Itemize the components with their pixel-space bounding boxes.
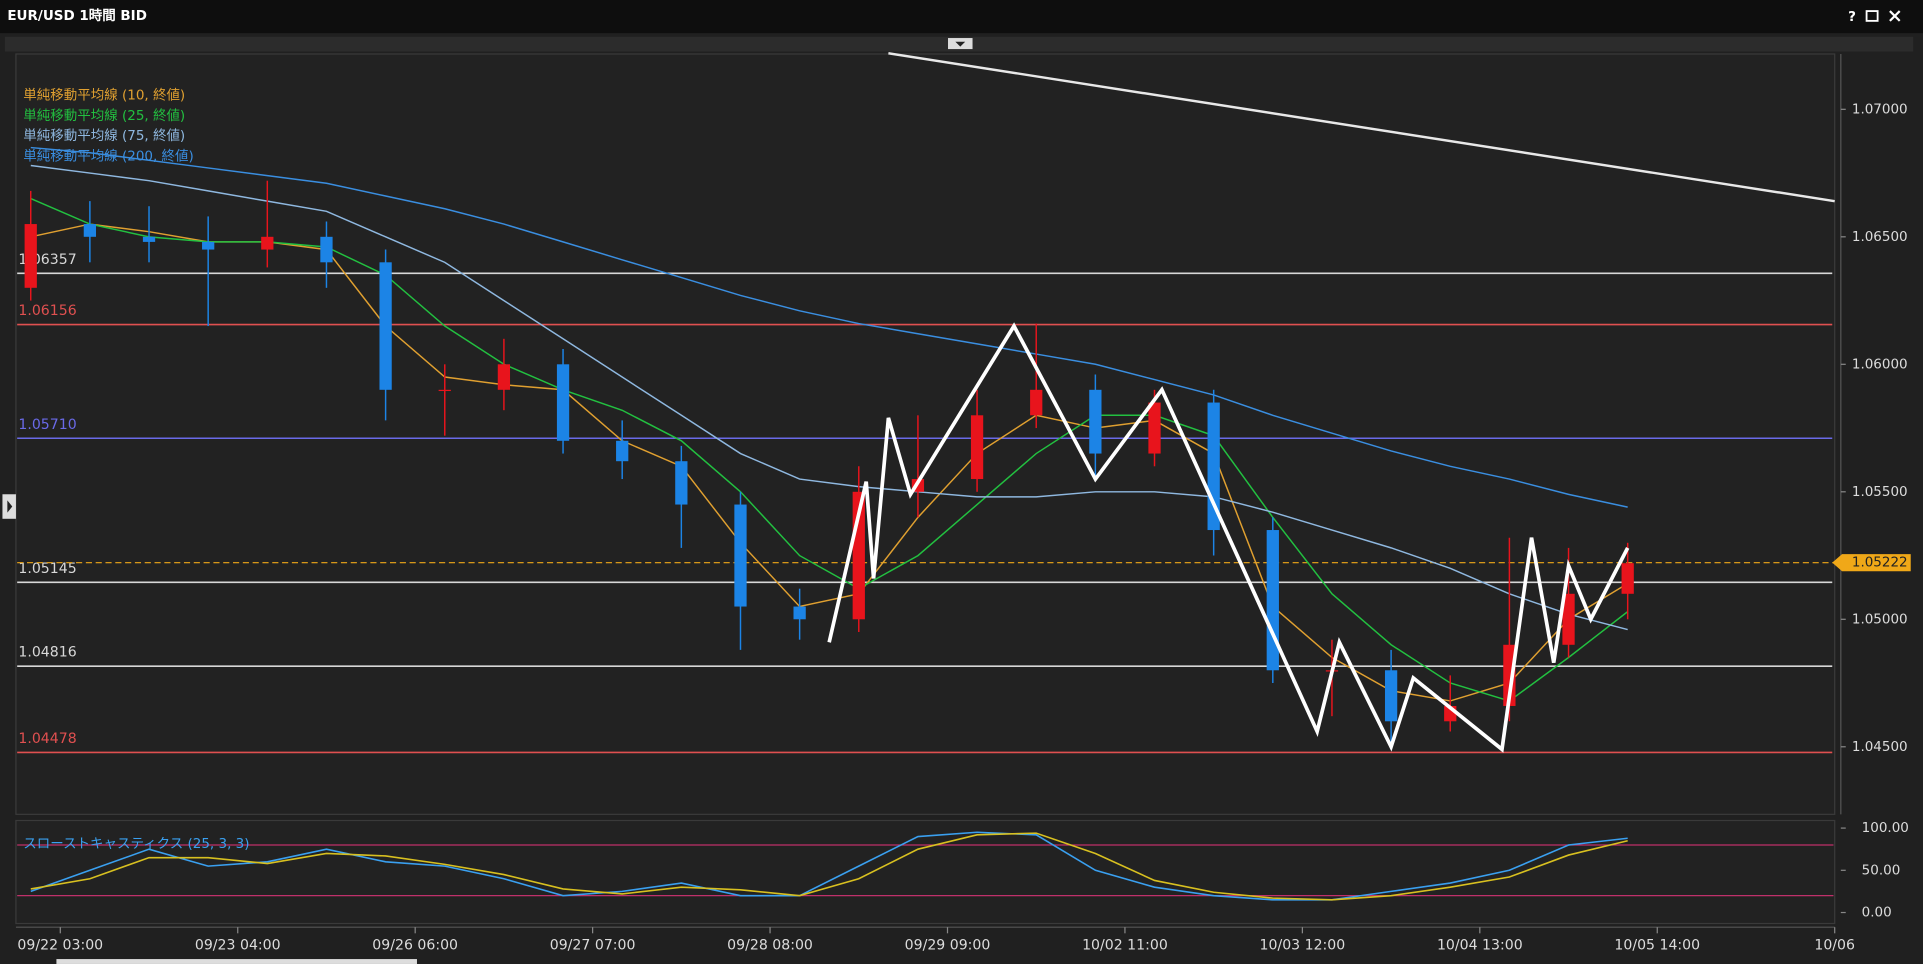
- candle-body: [616, 440, 629, 462]
- x-tick-label: 09/29 09:00: [905, 938, 991, 954]
- candle-body: [556, 364, 570, 441]
- level-label: 1.04478: [18, 731, 76, 747]
- legend-entry: 単純移動平均線 (10, 終値): [23, 88, 185, 104]
- level-label: 1.05145: [18, 561, 76, 577]
- candle-body: [1148, 402, 1161, 454]
- level-label: 1.06156: [18, 303, 76, 319]
- level-label: 1.05710: [18, 417, 76, 433]
- candle-body: [1384, 670, 1398, 722]
- stochastic-tick-label: 0.00: [1862, 905, 1892, 921]
- zigzag-line: [827, 322, 1630, 753]
- candle-body: [202, 241, 215, 250]
- x-tick-label: 10/02 11:00: [1082, 938, 1168, 954]
- x-tick-label: 10/03 12:00: [1260, 938, 1346, 954]
- x-tick-label: 09/27 07:00: [550, 938, 636, 954]
- help-button[interactable]: ?: [1848, 9, 1856, 25]
- current-price-box: [1832, 554, 1911, 572]
- candle-body: [1266, 530, 1279, 671]
- trendline: [888, 52, 1835, 203]
- x-tick-label: 09/28 08:00: [727, 938, 813, 954]
- candle-body: [970, 415, 984, 480]
- candle-body: [1562, 593, 1575, 645]
- stochastic-tick-label: 100.00: [1862, 820, 1909, 836]
- y-tick-label: 1.06000: [1852, 356, 1908, 372]
- candle-body: [438, 389, 451, 392]
- candle-body: [83, 224, 97, 237]
- x-tick-label: 09/22 03:00: [17, 938, 103, 954]
- title-bar: [0, 0, 1923, 34]
- main-plot: [15, 53, 1836, 815]
- legend-entry: 単純移動平均線 (25, 終値): [23, 108, 185, 124]
- candle-body: [261, 236, 274, 250]
- candle-body: [734, 504, 747, 607]
- legend-entry: 単純移動平均線 (200, 終値): [23, 148, 193, 164]
- moving-average-line: [30, 164, 1628, 631]
- y-tick-label: 1.07000: [1852, 101, 1908, 117]
- moving-average-line: [30, 197, 1629, 702]
- stochastic-label: スローストキャスティクス (25, 3, 3): [23, 836, 249, 852]
- level-label: 1.04816: [18, 645, 76, 661]
- maximize-button[interactable]: [1865, 10, 1879, 22]
- candle-body: [793, 606, 806, 620]
- candle-body: [1503, 644, 1516, 706]
- y-tick-label: 1.06500: [1852, 229, 1908, 245]
- candle-body: [675, 461, 688, 505]
- close-button[interactable]: [1889, 10, 1901, 22]
- moving-average-line: [30, 223, 1629, 702]
- y-tick-label: 1.05500: [1852, 484, 1908, 500]
- y-tick-label: 1.04500: [1852, 739, 1908, 755]
- x-tick-label: 10/04 13:00: [1437, 938, 1523, 954]
- candle-body: [24, 224, 37, 288]
- current-price-label: 1.05222: [1852, 555, 1908, 571]
- x-tick-label: 10/06: [1814, 938, 1855, 954]
- x-tick-label: 09/26 06:00: [372, 938, 458, 954]
- candle-body: [379, 262, 392, 390]
- candle-body: [142, 236, 156, 242]
- candle-body: [1030, 389, 1043, 416]
- stochastic-line: [30, 831, 1628, 901]
- moving-average-line: [30, 146, 1628, 508]
- stochastic-plot: [15, 819, 1836, 925]
- collapse-arrow: [955, 41, 966, 47]
- side-panel-arrow: [7, 500, 13, 513]
- candle-body: [320, 236, 333, 263]
- window-title: EUR/USD 1時間 BID: [7, 7, 147, 24]
- legend-entry: 単純移動平均線 (75, 終値): [23, 128, 185, 144]
- candle-body: [1621, 563, 1634, 594]
- candle-body: [497, 364, 511, 390]
- candle-body: [1089, 389, 1102, 454]
- scrollbar[interactable]: [56, 959, 417, 964]
- x-tick-label: 09/23 04:00: [195, 938, 281, 954]
- stochastic-tick-label: 50.00: [1862, 862, 1901, 878]
- stochastic-line: [30, 832, 1628, 901]
- x-tick-label: 10/05 14:00: [1614, 938, 1700, 954]
- y-tick-label: 1.05000: [1852, 611, 1908, 627]
